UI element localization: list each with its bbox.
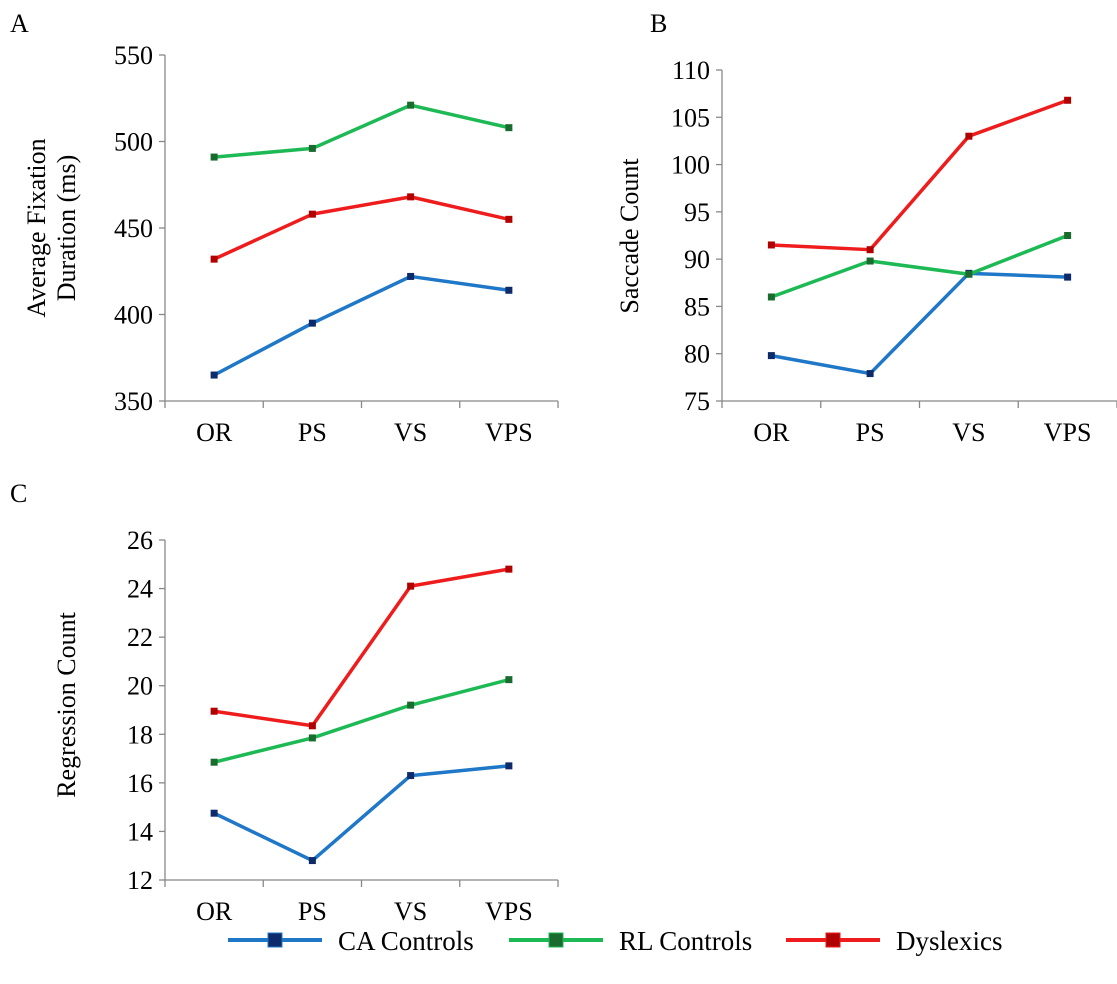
series-line-ca-controls <box>213 274 510 377</box>
y-tick-label: 400 <box>114 301 153 330</box>
x-tick-label: VPS <box>485 418 533 447</box>
data-point <box>407 101 415 109</box>
data-point <box>308 144 316 152</box>
chart-panel-a: A 350 400 450 500 550 OR PS VS VPS Average Fixatio… <box>10 9 559 447</box>
y-tick-label: 95 <box>684 198 710 227</box>
x-tick-label: PS <box>298 897 327 926</box>
data-point <box>1064 273 1072 281</box>
x-tick-label: PS <box>856 418 885 447</box>
data-point <box>1064 232 1072 239</box>
chart-panel-b: B 75 80 85 90 95 100 105 110 OR PS VS VPS Saccade Cou… <box>615 9 1117 447</box>
legend-label: RL Controls <box>619 926 752 956</box>
data-point <box>866 257 874 265</box>
y-tick-label: 24 <box>127 575 153 604</box>
legend-swatch-marker <box>267 932 283 948</box>
x-tick-label: VS <box>394 897 427 926</box>
x-tick-label: VPS <box>485 897 533 926</box>
legend-item: Dyslexics <box>786 926 1002 956</box>
y-tick-label: 105 <box>671 103 710 132</box>
x-tick-label: VS <box>952 418 985 447</box>
data-point <box>308 857 316 865</box>
x-tick-label: VPS <box>1044 418 1092 447</box>
data-point <box>407 772 415 780</box>
y-tick-label: 16 <box>127 769 153 798</box>
legend-swatch-marker <box>548 932 564 948</box>
data-point <box>308 319 316 327</box>
data-point <box>407 193 415 201</box>
chart-panel-c: C 12 14 16 18 20 22 24 26 OR PS VS VPS Regression Cou… <box>10 479 559 926</box>
y-axis-title-line: Average Fixation <box>22 138 51 317</box>
y-tick-label: 110 <box>672 56 710 85</box>
series-line-rl-controls <box>213 677 510 764</box>
y-tick-label: 12 <box>127 866 153 895</box>
data-point <box>210 809 218 817</box>
y-tick-label: 550 <box>114 41 153 70</box>
y-tick-label: 20 <box>127 672 153 701</box>
panel-letter: B <box>650 9 667 38</box>
data-point <box>767 352 775 360</box>
y-tick-label: 75 <box>684 387 710 416</box>
series-line-dyslexics <box>771 98 1069 252</box>
data-point <box>505 676 513 684</box>
y-tick-label: 100 <box>671 151 710 180</box>
y-tick-label: 18 <box>127 720 153 749</box>
y-axis-title: Average FixationDuration (ms) <box>22 138 81 317</box>
data-point <box>866 370 874 378</box>
panel-letter: A <box>10 9 29 38</box>
data-point <box>505 565 513 573</box>
data-point <box>866 246 874 254</box>
data-point <box>210 153 218 161</box>
data-point <box>505 124 513 132</box>
y-tick-label: 450 <box>114 214 153 243</box>
legend-item: CA Controls <box>228 926 474 956</box>
series-line-dyslexics <box>213 195 510 261</box>
y-tick-label: 350 <box>114 387 153 416</box>
y-tick-label: 14 <box>127 817 153 846</box>
data-point <box>767 241 775 249</box>
series-line-rl-controls <box>213 103 510 159</box>
y-tick-label: 500 <box>114 128 153 157</box>
y-tick-label: 26 <box>127 526 153 555</box>
y-axis-title-line: Duration (ms) <box>52 155 81 302</box>
data-point <box>210 255 218 263</box>
data-point <box>210 758 218 766</box>
data-point <box>505 762 513 770</box>
panel-letter: C <box>10 479 27 508</box>
legend-label: CA Controls <box>338 926 474 956</box>
data-point <box>965 270 973 278</box>
y-tick-label: 85 <box>684 292 710 321</box>
legend: CA Controls RL Controls Dyslexics <box>228 926 1002 956</box>
x-tick-label: PS <box>298 418 327 447</box>
data-point <box>767 293 775 301</box>
series-line-ca-controls <box>213 764 510 863</box>
y-tick-label: 80 <box>684 340 710 369</box>
data-point <box>505 286 513 294</box>
data-point <box>407 272 415 280</box>
data-point <box>210 371 218 379</box>
x-tick-label: VS <box>394 418 427 447</box>
y-axis-title: Regression Count <box>52 611 81 797</box>
data-point <box>210 707 218 715</box>
data-point <box>407 582 415 590</box>
data-point <box>308 210 316 218</box>
y-axis-title: Saccade Count <box>615 158 644 314</box>
series-line-rl-controls <box>770 233 1069 299</box>
data-point <box>505 215 513 223</box>
y-tick-label: 90 <box>684 245 710 274</box>
y-tick-label: 22 <box>127 623 153 652</box>
data-point <box>965 132 973 140</box>
series-line-dyslexics <box>213 567 510 728</box>
data-point <box>1064 96 1072 104</box>
legend-item: RL Controls <box>509 926 752 956</box>
legend-swatch-marker <box>825 932 841 948</box>
x-tick-label: OR <box>196 897 233 926</box>
x-tick-label: OR <box>753 418 790 447</box>
data-point <box>308 722 316 730</box>
x-tick-label: OR <box>196 418 233 447</box>
data-point <box>308 734 316 742</box>
data-point <box>407 701 415 709</box>
legend-label: Dyslexics <box>896 926 1002 956</box>
series-line-ca-controls <box>771 271 1068 376</box>
